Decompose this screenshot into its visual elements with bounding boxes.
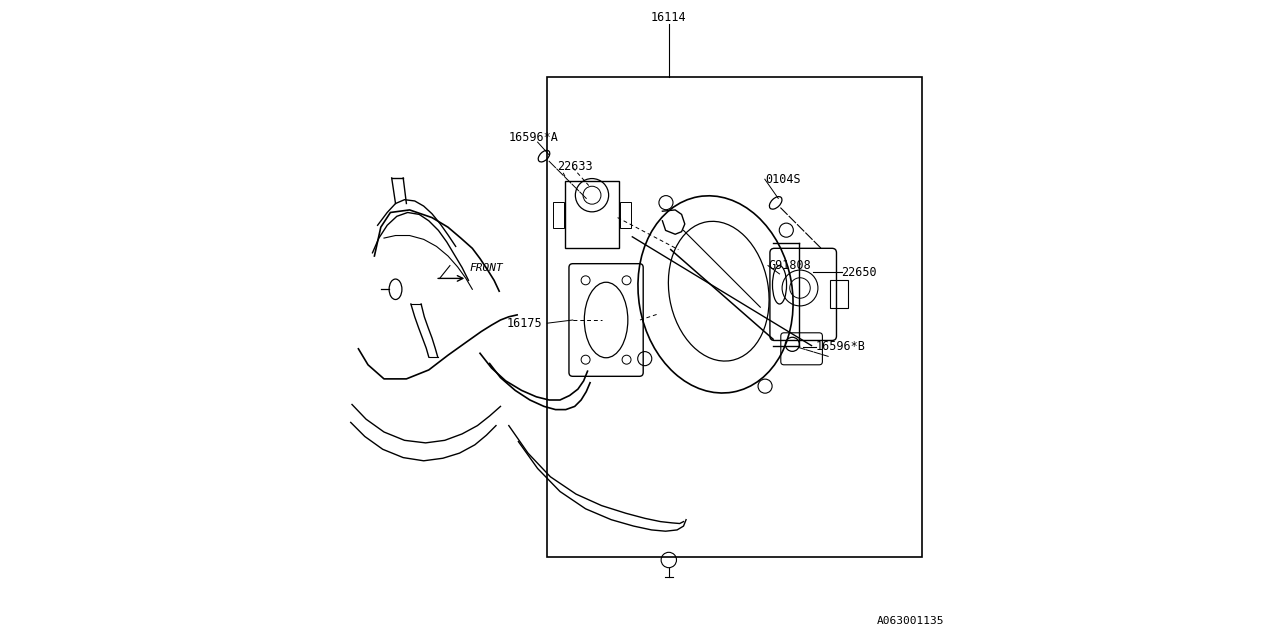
Text: FRONT: FRONT: [470, 263, 503, 273]
Text: 16175: 16175: [507, 317, 543, 330]
Text: 16114: 16114: [652, 11, 686, 24]
Bar: [620, 202, 631, 228]
Text: A063001135: A063001135: [877, 616, 945, 626]
Text: 22633: 22633: [557, 160, 593, 173]
Text: 0104S: 0104S: [765, 173, 800, 186]
Bar: [548, 77, 922, 557]
Text: 16596*B: 16596*B: [817, 340, 865, 353]
Bar: [553, 202, 564, 228]
Text: G91808: G91808: [768, 259, 810, 272]
Bar: [831, 280, 849, 308]
Text: 16596*A: 16596*A: [508, 131, 558, 144]
Text: 22650: 22650: [842, 266, 877, 278]
Bar: [566, 181, 620, 248]
